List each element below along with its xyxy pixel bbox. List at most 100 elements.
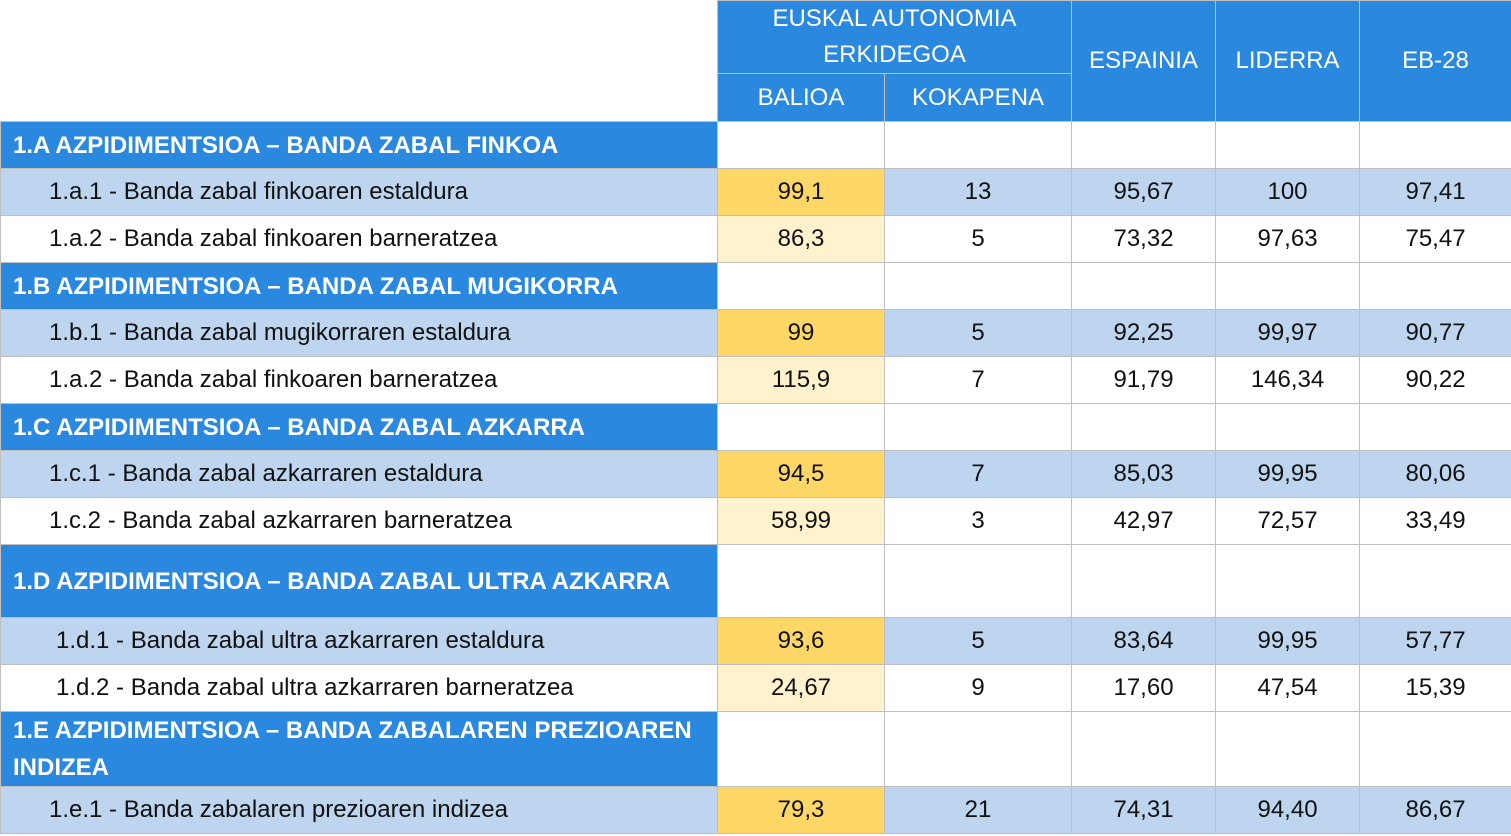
empty-cell bbox=[1215, 403, 1361, 451]
header-liderra: LIDERRA bbox=[1215, 0, 1361, 122]
cell-espainia: 92,25 bbox=[1071, 309, 1217, 357]
cell-balioa: 86,3 bbox=[717, 215, 885, 263]
cell-kokapena: 13 bbox=[883, 168, 1073, 216]
cell-espainia: 85,03 bbox=[1071, 450, 1217, 498]
header-euskal-autonomia-erkidegoa: EUSKAL AUTONOMIA ERKIDEGOA bbox=[716, 0, 1073, 74]
empty-cell bbox=[1071, 403, 1217, 451]
cell-eb28: 75,47 bbox=[1359, 215, 1511, 263]
empty-cell bbox=[883, 711, 1073, 787]
indicator-label: 1.b.1 - Banda zabal mugikorraren estaldu… bbox=[0, 309, 718, 357]
indicator-label: 1.c.2 - Banda zabal azkarraren barneratz… bbox=[0, 497, 718, 545]
empty-cell bbox=[883, 262, 1073, 310]
cell-kokapena: 5 bbox=[883, 309, 1073, 357]
section-header-row: 1.A AZPIDIMENTSIOA – BANDA ZABAL FINKOA bbox=[0, 121, 1511, 169]
cell-kokapena: 9 bbox=[883, 664, 1073, 712]
indicator-label: 1.a.2 - Banda zabal finkoaren barneratze… bbox=[0, 215, 718, 263]
cell-liderra: 99,97 bbox=[1215, 309, 1361, 357]
empty-cell bbox=[1359, 711, 1511, 787]
table-row: 1.a.2 - Banda zabal finkoaren barneratze… bbox=[0, 356, 1511, 404]
empty-cell bbox=[1215, 544, 1361, 618]
table-row: 1.e.1 - Banda zabalaren prezioaren indiz… bbox=[0, 786, 1511, 834]
empty-cell bbox=[883, 544, 1073, 618]
cell-balioa: 58,99 bbox=[717, 497, 885, 545]
cell-liderra: 146,34 bbox=[1215, 356, 1361, 404]
cell-liderra: 100 bbox=[1215, 168, 1361, 216]
section-title: 1.D AZPIDIMENTSIOA – BANDA ZABAL ULTRA A… bbox=[0, 544, 718, 618]
empty-cell bbox=[717, 403, 885, 451]
section-header-row: 1.D AZPIDIMENTSIOA – BANDA ZABAL ULTRA A… bbox=[0, 544, 1511, 618]
empty-cell bbox=[1359, 121, 1511, 169]
cell-liderra: 99,95 bbox=[1215, 450, 1361, 498]
cell-liderra: 97,63 bbox=[1215, 215, 1361, 263]
cell-espainia: 95,67 bbox=[1071, 168, 1217, 216]
empty-cell bbox=[1215, 711, 1361, 787]
cell-espainia: 74,31 bbox=[1071, 786, 1217, 834]
cell-eb28: 15,39 bbox=[1359, 664, 1511, 712]
cell-liderra: 72,57 bbox=[1215, 497, 1361, 545]
table-row: 1.b.1 - Banda zabal mugikorraren estaldu… bbox=[0, 309, 1511, 357]
cell-eb28: 80,06 bbox=[1359, 450, 1511, 498]
cell-eb28: 97,41 bbox=[1359, 168, 1511, 216]
header-balioa: BALIOA bbox=[717, 73, 885, 122]
cell-kokapena: 7 bbox=[883, 356, 1073, 404]
table-row: 1.d.2 - Banda zabal ultra azkarraren bar… bbox=[0, 664, 1511, 712]
section-title: 1.A AZPIDIMENTSIOA – BANDA ZABAL FINKOA bbox=[0, 121, 718, 169]
cell-espainia: 83,64 bbox=[1071, 617, 1217, 665]
header-espainia: ESPAINIA bbox=[1071, 0, 1217, 122]
cell-balioa: 94,5 bbox=[717, 450, 885, 498]
header-kokapena: KOKAPENA bbox=[883, 73, 1073, 122]
empty-cell bbox=[1359, 544, 1511, 618]
cell-espainia: 17,60 bbox=[1071, 664, 1217, 712]
cell-balioa: 24,67 bbox=[717, 664, 885, 712]
table-row: 1.d.1 - Banda zabal ultra azkarraren est… bbox=[0, 617, 1511, 665]
cell-balioa: 99 bbox=[717, 309, 885, 357]
cell-liderra: 47,54 bbox=[1215, 664, 1361, 712]
header-eb28: EB-28 bbox=[1359, 0, 1511, 122]
cell-kokapena: 5 bbox=[883, 617, 1073, 665]
cell-eb28: 33,49 bbox=[1359, 497, 1511, 545]
cell-kokapena: 3 bbox=[883, 497, 1073, 545]
empty-cell bbox=[883, 121, 1073, 169]
indicator-label: 1.d.1 - Banda zabal ultra azkarraren est… bbox=[0, 617, 718, 665]
cell-eb28: 57,77 bbox=[1359, 617, 1511, 665]
cell-balioa: 93,6 bbox=[717, 617, 885, 665]
cell-espainia: 91,79 bbox=[1071, 356, 1217, 404]
empty-cell bbox=[1359, 403, 1511, 451]
section-header-row: 1.C AZPIDIMENTSIOA – BANDA ZABAL AZKARRA bbox=[0, 403, 1511, 451]
table-row: 1.c.1 - Banda zabal azkarraren estaldura… bbox=[0, 450, 1511, 498]
section-title: 1.C AZPIDIMENTSIOA – BANDA ZABAL AZKARRA bbox=[0, 403, 718, 451]
empty-cell bbox=[1359, 262, 1511, 310]
indicator-label: 1.c.1 - Banda zabal azkarraren estaldura bbox=[0, 450, 718, 498]
empty-cell bbox=[1071, 262, 1217, 310]
indicator-label: 1.a.1 - Banda zabal finkoaren estaldura bbox=[0, 168, 718, 216]
cell-kokapena: 7 bbox=[883, 450, 1073, 498]
section-title: 1.E AZPIDIMENTSIOA – BANDA ZABALAREN PRE… bbox=[0, 711, 718, 787]
corner-cell bbox=[0, 0, 718, 122]
cell-balioa: 79,3 bbox=[717, 786, 885, 834]
cell-eb28: 90,22 bbox=[1359, 356, 1511, 404]
indicator-label: 1.a.2 - Banda zabal finkoaren barneratze… bbox=[0, 356, 718, 404]
empty-cell bbox=[717, 262, 885, 310]
empty-cell bbox=[1215, 262, 1361, 310]
empty-cell bbox=[717, 121, 885, 169]
empty-cell bbox=[1215, 121, 1361, 169]
empty-cell bbox=[1071, 121, 1217, 169]
cell-kokapena: 5 bbox=[883, 215, 1073, 263]
cell-balioa: 99,1 bbox=[717, 168, 885, 216]
cell-espainia: 42,97 bbox=[1071, 497, 1217, 545]
cell-liderra: 94,40 bbox=[1215, 786, 1361, 834]
table-row: 1.a.2 - Banda zabal finkoaren barneratze… bbox=[0, 215, 1511, 263]
section-title: 1.B AZPIDIMENTSIOA – BANDA ZABAL MUGIKOR… bbox=[0, 262, 718, 310]
cell-eb28: 86,67 bbox=[1359, 786, 1511, 834]
cell-espainia: 73,32 bbox=[1071, 215, 1217, 263]
empty-cell bbox=[883, 403, 1073, 451]
indicator-label: 1.d.2 - Banda zabal ultra azkarraren bar… bbox=[0, 664, 718, 712]
empty-cell bbox=[717, 544, 885, 618]
cell-eb28: 90,77 bbox=[1359, 309, 1511, 357]
cell-kokapena: 21 bbox=[883, 786, 1073, 834]
cell-balioa: 115,9 bbox=[717, 356, 885, 404]
table-row: 1.a.1 - Banda zabal finkoaren estaldura 9… bbox=[0, 168, 1511, 216]
indicator-label: 1.e.1 - Banda zabalaren prezioaren indiz… bbox=[0, 786, 718, 834]
table-row: 1.c.2 - Banda zabal azkarraren barneratz… bbox=[0, 497, 1511, 545]
